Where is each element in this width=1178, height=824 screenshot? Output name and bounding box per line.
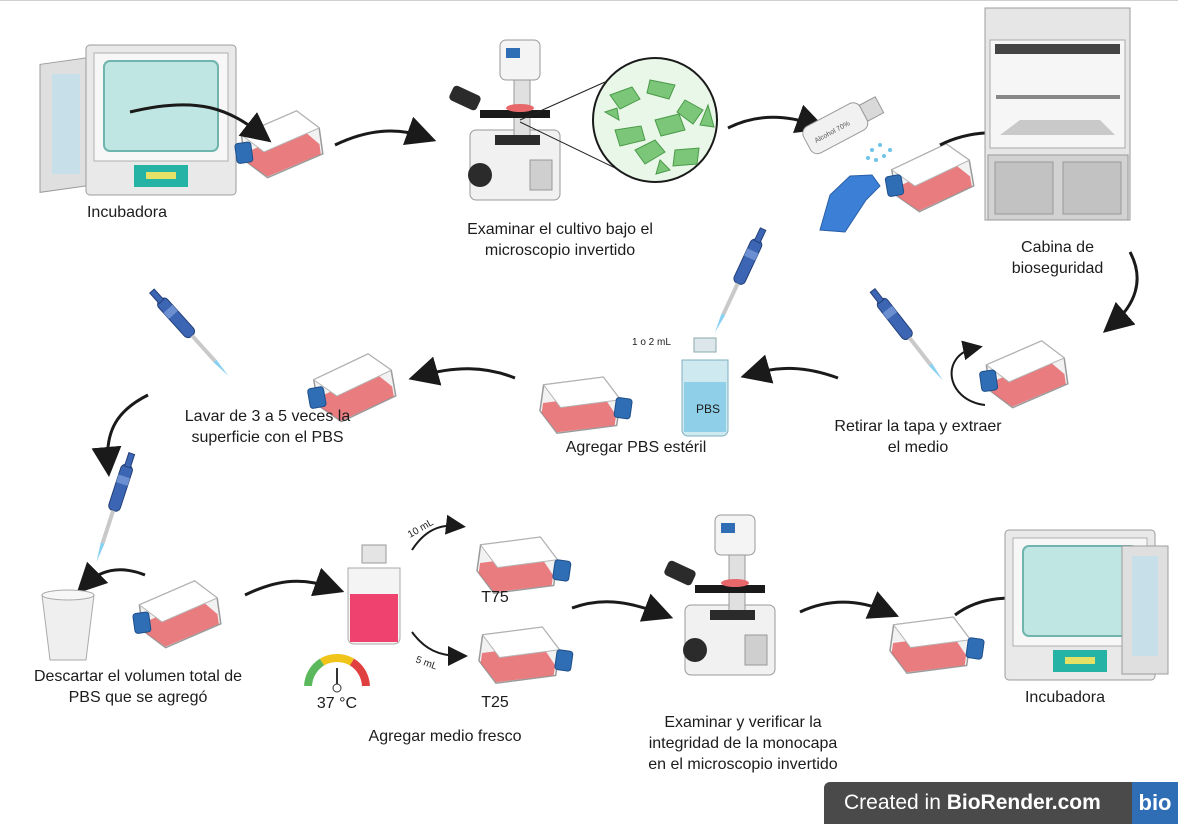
arrow-to-t75 [411,514,466,551]
arrow-to-t25 [411,631,468,666]
cells-magnified [519,57,718,183]
spray-mist [866,143,892,162]
flask-discard [132,577,224,652]
biorender-badge[interactable]: Created in BioRender.com bio [824,782,1178,824]
pipette-discard [90,451,138,565]
gloved-hand [819,174,881,233]
arrow-to-wash [408,356,516,386]
incubator-left [39,44,237,196]
flask-t25 [475,618,574,693]
vol-10-label: 10 mL [406,517,436,541]
temperature-gauge [304,654,370,693]
arrow-to-microscope [334,116,437,147]
arrow-to-microscope-2 [571,593,674,622]
pipette-remove [867,286,949,385]
inverted-microscope-2 [662,514,776,676]
label-examine-microscope: Examinar el cultivo bajo el microscopio … [467,221,653,259]
label-add-pbs: Agregar PBS estéril [565,439,707,456]
label-temperature: 37 °C [316,695,358,712]
cap-rotate-arrow [950,340,986,406]
badge-prefix: Created in [844,791,947,814]
label-wash: Lavar de 3 a 5 veces la superficie con e… [184,408,351,446]
flask-pbs [536,368,633,443]
label-discard: Descartar el volumen total de PBS que se… [33,668,243,706]
biosafety-cabinet [984,7,1131,221]
label-verify: Examinar y verificar la integridad de la… [648,714,838,773]
arrow-cabinet-down [1102,251,1139,333]
arrow-wash-down [91,393,149,477]
arrow-to-pbs [740,354,839,384]
pbs-bottle-label: PBS [696,402,720,416]
label-biosafety-cabinet: Cabina de bioseguridad [1011,239,1104,277]
alcohol-spray: Alcohol 70% [802,96,885,155]
biorender-logo-icon: bio [1132,782,1178,824]
pipette-pbs [708,226,770,336]
label-t75: T75 [481,589,509,606]
arrow-incubator-flask [129,103,272,143]
inverted-microscope-1 [447,39,561,201]
arrow-to-spray [727,104,827,134]
flask-uncapped [978,337,1071,412]
arrow-to-cup [76,561,146,594]
vol-5-label: 5 mL [414,654,439,672]
badge-brand: BioRender.com [946,791,1101,814]
flask-final [886,608,985,683]
waste-cup [41,589,95,661]
flask-red-2 [884,139,978,216]
pbs-bottle: PBS [681,337,729,437]
incubator-right [1004,529,1169,681]
pbs-volume-label: 1 o 2 mL [632,337,671,348]
label-add-medium: Agregar medio fresco [368,728,522,745]
pipette-wash [147,286,234,381]
label-remove-cap: Retirar la tapa y extraer el medio [834,418,1002,456]
flask-red-1 [234,107,326,182]
badge-text: Created in BioRender.com [844,791,1101,815]
arrow-to-flask-final [799,591,900,619]
label-incubator-1: Incubadora [86,204,168,221]
medium-bottle [347,544,401,645]
top-rule [0,0,1178,1]
label-t25: T25 [481,694,509,711]
arrow-to-medium [244,567,345,597]
label-incubator-2: Incubadora [1024,689,1106,706]
